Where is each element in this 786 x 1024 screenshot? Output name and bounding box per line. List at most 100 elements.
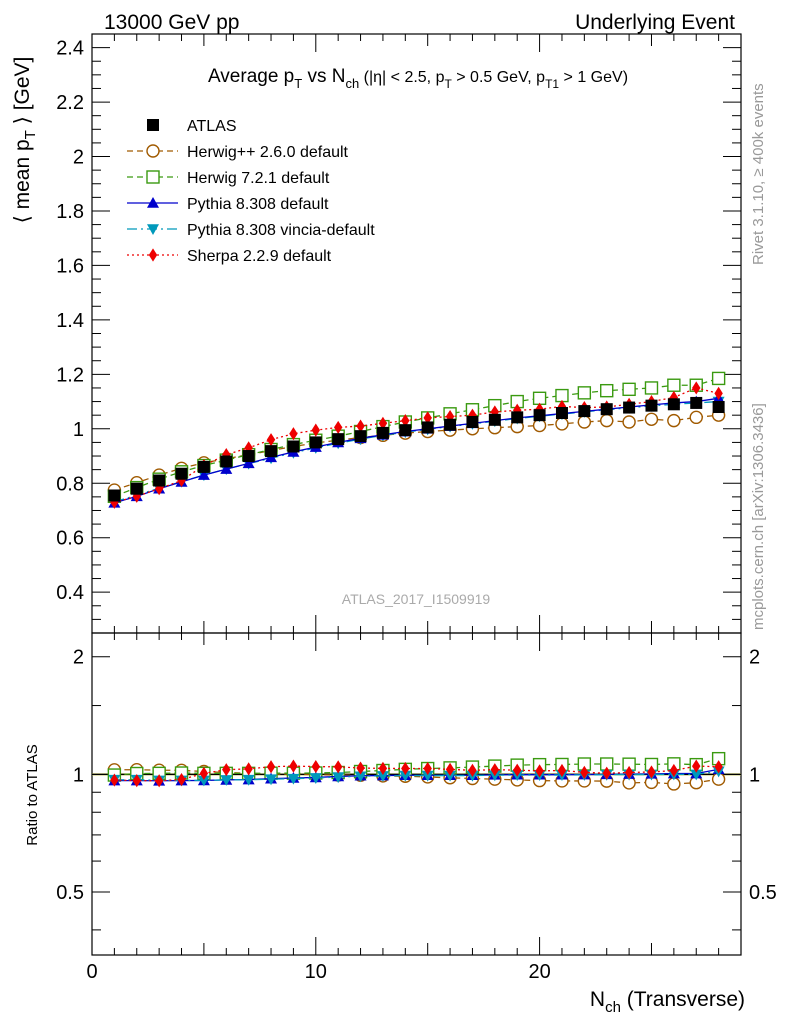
ratio-point [289,759,298,773]
data-point [197,460,210,473]
ratio-point [311,759,320,774]
data-point [466,415,479,428]
data-point [376,426,389,439]
legend-marker [146,144,160,158]
main-plot-area: 0.4 0.6 0.8 1 1.2 1.4 1.6 1.8 2 2.2 2.4 [56,33,742,634]
data-point [242,450,255,463]
legend-label: Sherpa 2.2.9 default [187,248,332,265]
series-herwig-2-6-0-default [107,408,726,497]
y-tick-label: 0.4 [56,582,84,604]
y-tick-label: 2.2 [56,92,84,114]
legend-label: Herwig 7.2.1 default [187,170,330,187]
data-point [667,413,681,428]
data-point [177,473,186,488]
data-point [645,399,658,412]
y-tick-label: 1.8 [56,201,84,223]
ratio-point [444,770,457,782]
legend-item-pythia-8-308-default: Pythia 8.308 default [127,196,329,213]
legend-item-pythia-8-308-vincia-default: Pythia 8.308 vincia-default [127,222,375,239]
legend-marker [148,248,158,262]
ratio-point [266,760,276,774]
ratio-point [714,760,723,774]
ratio-point [468,763,477,777]
legend-label: Pythia 8.308 vincia-default [187,222,375,239]
series-line [114,397,719,504]
series-herwig-7-2-1-default [107,371,726,504]
ratio-point [197,775,210,787]
y-tick-label: 1.6 [56,255,84,277]
legend-label: Herwig++ 2.6.0 default [187,144,349,161]
data-point [600,413,614,428]
data-point [689,410,703,425]
ratio-point [356,761,365,775]
ratio-point [376,771,389,782]
data-point [197,469,210,480]
ratio-point [265,774,278,786]
data-point [423,411,432,425]
analysis-watermark: ATLAS_2017_I1509919 [342,591,491,607]
ratio-y-tick-label: 1 [73,764,84,786]
x-axis-label: Nch (Transverse) [590,988,745,1016]
data-point [175,467,188,480]
y-tick-label: 1.4 [56,310,84,332]
data-point [577,386,592,400]
ratio-point [602,766,611,780]
ratio-line [114,770,719,782]
data-point [309,436,322,449]
ratio-line [114,758,719,776]
ratio-point [445,762,455,776]
ratio-plot-area: 0 10 20 0.5 0.5 1 1 2 2 [56,632,777,983]
data-point [555,407,568,420]
ratio-point [423,761,432,776]
data-point [600,403,613,416]
ratio-point [309,773,322,784]
legend-item-atlas: ATLAS [147,118,237,135]
data-point [421,421,434,434]
ratio-point [513,763,522,777]
data-point [623,401,636,414]
ratio-point [354,771,367,783]
ratio-point [220,775,233,786]
ratio-point [287,773,300,785]
legend-label: ATLAS [187,118,237,135]
data-point [332,433,345,446]
data-point [153,474,166,487]
y-tick-label: 0.6 [56,528,84,550]
legend-item-herwig-2-6-0-default: Herwig++ 2.6.0 default [127,144,349,161]
ratio-point [692,759,701,773]
ratio-point [690,769,703,781]
data-point [154,482,164,496]
data-point [378,416,388,430]
ratio-frame [91,632,742,956]
ratio-line [114,765,719,782]
data-point [578,405,591,418]
ratio-point [647,765,656,779]
series-line [114,414,719,491]
data-point [667,378,681,392]
ratio-y-tick-label-right: 1 [749,764,760,786]
data-point [667,398,680,411]
legend-marker [146,170,160,184]
data-point [712,401,725,414]
data-point [711,371,726,386]
legend-item-sherpa-2-2-9-default: Sherpa 2.2.9 default [127,248,332,265]
data-point [557,399,567,414]
data-point [714,386,723,400]
ratio-point [177,772,186,787]
data-point [622,382,636,397]
plot-title: Average pT vs Nch (|η| < 2.5, pT > 0.5 G… [208,66,628,91]
data-point [333,420,343,435]
data-point [692,381,701,395]
data-point [356,419,365,433]
ratio-y-tick-label-right: 0.5 [749,882,777,904]
data-point [644,412,659,426]
data-point [130,482,143,495]
data-point [511,411,524,424]
data-point [488,413,501,426]
ratio-series-sherpa-2-2-9-default [110,759,723,788]
data-point [266,433,276,447]
data-point [108,489,121,502]
legend-item-herwig-7-2-1-default: Herwig 7.2.1 default [127,170,330,187]
ratio-point [490,763,500,777]
legend: ATLAS Herwig++ 2.6.0 default Herwig 7.2.1 … [127,118,375,265]
